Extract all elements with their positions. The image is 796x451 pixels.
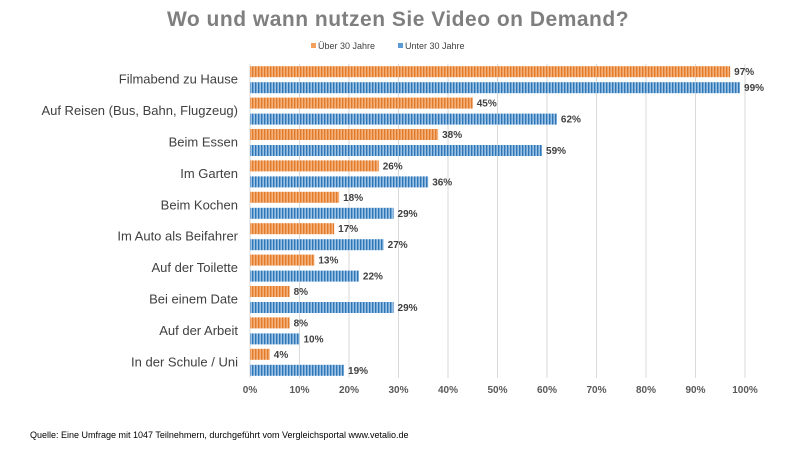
bar — [250, 145, 543, 156]
bar — [250, 97, 473, 109]
bar — [250, 348, 270, 360]
data-label: 18% — [343, 193, 363, 204]
category-label: Auf der Toilette — [152, 260, 238, 275]
chart-legend: Über 30 Jahre Unter 30 Jahre — [311, 41, 465, 51]
chart-title: Wo und wann nutzen Sie Video on Demand? — [166, 8, 630, 31]
category-label: Filmabend zu Hause — [119, 72, 238, 87]
bar — [250, 286, 290, 297]
x-tick-label: 30% — [388, 385, 408, 396]
data-label: 8% — [294, 287, 309, 298]
legend-swatch — [311, 43, 316, 48]
data-label: 26% — [383, 161, 403, 172]
bar — [250, 191, 340, 203]
data-label: 4% — [274, 350, 289, 361]
x-tick-label: 70% — [586, 385, 606, 396]
data-label: 97% — [734, 67, 754, 78]
bar — [250, 317, 290, 329]
grid-lines — [249, 64, 746, 378]
data-label: 36% — [432, 177, 452, 188]
data-label: 27% — [388, 240, 408, 251]
bar — [250, 270, 359, 282]
data-label: 45% — [477, 99, 497, 110]
x-tick-label: 100% — [732, 385, 758, 396]
x-tick-label: 10% — [289, 385, 309, 396]
category-label: Bei einem Date — [149, 292, 238, 307]
category-label: Auf Reisen (Bus, Bahn, Flugzeug) — [41, 103, 238, 118]
x-tick-labels: 0% 10% 20% 30% 40% 50% 60% 70% 80% 90% 100% — [243, 385, 758, 396]
data-label: 59% — [546, 146, 566, 157]
bar — [250, 302, 394, 313]
x-tick-label: 20% — [339, 385, 359, 396]
bar — [250, 223, 335, 235]
legend-label: Unter 30 Jahre — [405, 41, 465, 51]
bar — [250, 176, 429, 188]
data-label: 8% — [294, 318, 309, 329]
bar — [250, 82, 741, 94]
bar-series — [250, 66, 741, 376]
category-label: Beim Kochen — [161, 197, 238, 212]
category-labels: Filmabend zu Hause Auf Reisen (Bus, Bahn,… — [41, 72, 238, 370]
legend-swatch — [398, 43, 403, 48]
data-label: 29% — [398, 209, 418, 220]
data-label: 62% — [561, 115, 581, 126]
category-label: Auf der Arbeit — [159, 323, 238, 338]
bar — [250, 113, 557, 125]
x-tick-label: 40% — [438, 385, 458, 396]
category-label: Im Auto als Beifahrer — [117, 229, 238, 244]
data-label: 19% — [348, 366, 368, 377]
bar — [250, 239, 384, 251]
data-label: 17% — [338, 224, 358, 235]
bar — [250, 207, 394, 219]
data-label: 10% — [304, 334, 324, 345]
source-note: Quelle: Eine Umfrage mit 1047 Teilnehmer… — [30, 430, 409, 440]
data-labels: 97% 99% 45% 62% 38% 59% 26% 36% 18% 29% 17% 27% 13% 2… — [274, 67, 764, 377]
category-label: In der Schule / Uni — [131, 354, 238, 369]
bar — [250, 129, 439, 140]
data-label: 22% — [363, 272, 383, 283]
category-label: Beim Essen — [169, 135, 238, 150]
x-tick-label: 60% — [537, 385, 557, 396]
data-label: 29% — [398, 303, 418, 314]
bar — [250, 66, 731, 78]
category-label: Im Garten — [180, 166, 238, 181]
bar — [250, 160, 379, 172]
data-label: 99% — [744, 83, 764, 94]
x-tick-label: 50% — [487, 385, 507, 396]
legend-label: Über 30 Jahre — [318, 41, 375, 51]
x-tick-label: 80% — [636, 385, 656, 396]
x-tick-label: 0% — [243, 385, 258, 396]
x-tick-label: 90% — [685, 385, 705, 396]
data-label: 38% — [442, 130, 462, 141]
data-label: 13% — [318, 256, 338, 267]
bar — [250, 254, 315, 266]
bar — [250, 333, 300, 345]
bar — [250, 364, 345, 376]
